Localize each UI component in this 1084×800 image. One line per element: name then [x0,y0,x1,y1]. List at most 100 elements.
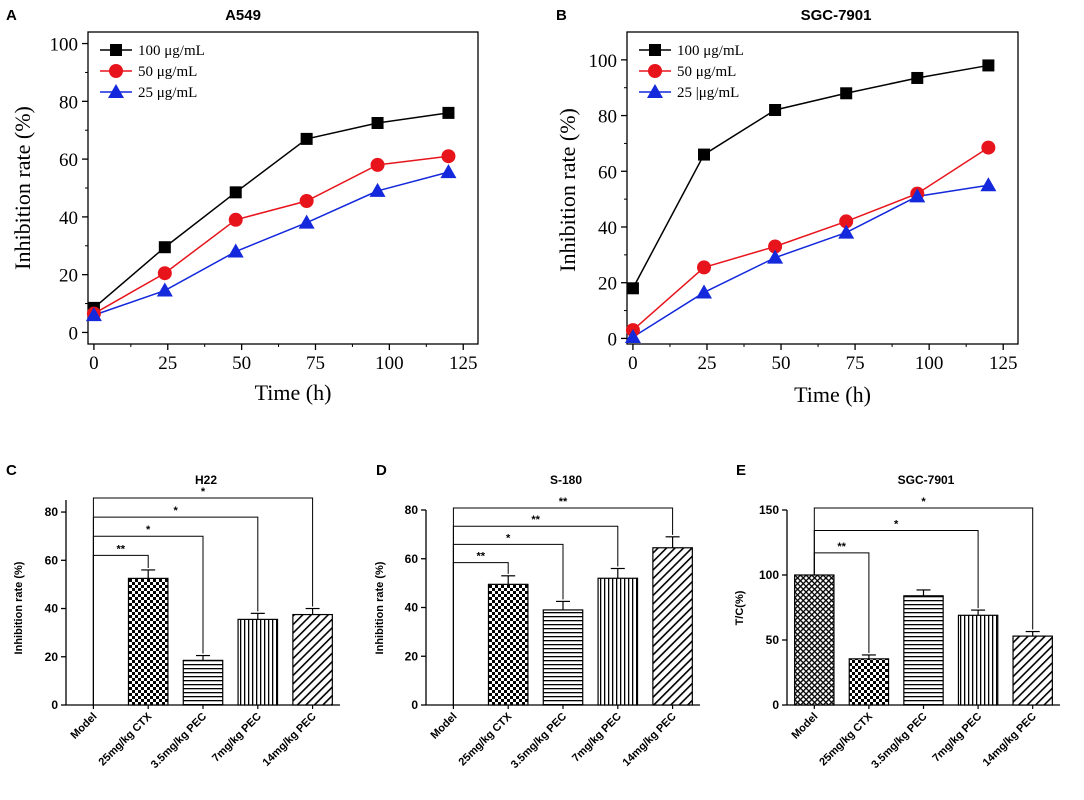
y-axis-label: Inhibition rate (%) [10,106,35,270]
significance-label-2: * [921,496,926,508]
chart-title: S-180 [550,473,582,487]
data-point-0-2 [769,104,782,116]
category-label-4: 14mg/kg PEC [261,711,319,769]
y-tick-label: 80 [45,505,59,519]
significance-bracket-3 [92,497,314,705]
y-tick-label: 0 [69,323,79,344]
category-label-4: 14mg/kg PEC [621,711,679,769]
data-point-1-1 [697,260,712,275]
significance-label-2: * [173,505,178,517]
chart-title: SGC-7901 [898,473,955,487]
x-axis-label: Time (h) [794,382,871,407]
y-tick-label: 60 [45,553,59,567]
legend-entry-1: 50 μg/mL [677,64,736,80]
bar-1 [848,658,890,706]
data-point-2-3 [838,224,855,239]
legend-entry-2: 25 |μg/mL [677,85,739,101]
y-tick-label: 0 [411,698,418,712]
category-label-1: 25mg/kg CTX [457,710,515,768]
bar-3 [597,577,639,706]
data-point-2-5 [980,177,997,192]
data-point-1-4 [370,157,385,172]
series-line-2 [632,184,989,338]
legend-entry-0: 100 μg/mL [677,43,744,59]
y-tick-label: 40 [598,218,617,239]
significance-label-1: * [894,518,899,530]
x-tick-label: 50 [232,353,251,374]
data-point-1-2 [228,212,243,227]
y-tick-label: 40 [405,601,419,615]
x-tick-label: 100 [375,353,404,374]
data-point-0-1 [158,241,171,254]
panel-label: D [376,462,387,479]
y-tick-label: 0 [51,698,58,712]
category-label-0: Model [429,711,460,742]
data-point-0-2 [229,186,242,199]
x-axis-label: Time (h) [255,380,332,405]
bar-3 [237,618,279,706]
y-tick-label: 20 [59,266,78,287]
bar-2 [903,595,944,706]
category-label-3: 7mg/kg PEC [570,711,624,765]
panel-label: B [556,7,567,24]
x-tick-label: 25 [697,353,716,374]
category-label-2: 3.5mg/kg PEC [869,711,929,771]
data-point-0-5 [442,106,455,119]
data-point-2-5 [440,164,457,179]
legend-marker-2 [647,84,663,98]
data-point-1-3 [839,214,854,229]
x-tick-label: 75 [846,353,865,374]
series-line-0 [632,64,989,289]
bar-0 [794,574,835,706]
significance-bracket-2 [813,507,1034,630]
y-tick-label: 60 [59,150,78,171]
y-axis-label: Inhibition rate (%) [555,108,580,272]
x-tick-label: 0 [89,353,99,374]
legend-entry-0: 100 μg/mL [138,43,205,59]
significance-label-0: ** [477,551,486,563]
category-label-1: 25mg/kg CTX [817,710,875,768]
significance-label-3: ** [559,496,568,508]
y-tick-label: 40 [59,208,78,229]
data-point-0-1 [698,148,711,161]
significance-bracket-3 [452,507,674,705]
series-line-2 [93,171,449,316]
y-tick-label: 80 [405,503,419,517]
panel-label: C [6,462,17,479]
bar-3 [957,614,999,706]
legend-entry-2: 25 μg/mL [138,85,197,101]
data-point-0-0 [626,282,639,295]
data-point-1-2 [768,239,783,254]
y-tick-label: 20 [45,650,59,664]
data-point-2-3 [298,214,315,229]
data-point-2-2 [767,249,784,264]
category-label-2: 3.5mg/kg PEC [149,711,209,771]
bar-4 [1012,635,1053,706]
data-point-0-5 [982,59,995,72]
legend-marker-0 [110,44,122,56]
y-tick-label: 20 [598,274,617,295]
data-point-2-0 [85,307,102,322]
data-point-1-5 [441,149,456,164]
data-point-0-3 [300,132,313,145]
bar-4 [292,613,333,706]
significance-label-2: ** [531,514,540,526]
panel-d-bar-chart: D S-180 0 20 40 60 80 Inhibition rate (%) Model2… [374,462,700,771]
chart-title: H22 [195,473,217,487]
legend-marker-1 [109,64,123,78]
data-point-2-2 [227,243,244,258]
y-axis-label: Inhibition rate (%) [374,561,386,654]
category-label-2: 3.5mg/kg PEC [509,711,569,771]
significance-label-1: * [506,532,511,544]
panel-c-bar-chart: C H22 0 20 40 60 80 Inhibition rate (%) Model25m… [6,462,340,771]
panel-label: A [6,7,17,24]
legend-entry-1: 50 μg/mL [138,64,197,80]
data-point-0-3 [840,87,853,100]
chart-title: A549 [225,7,261,24]
series-line-1 [93,155,449,315]
data-point-2-1 [696,284,713,299]
category-label-3: 7mg/kg PEC [930,711,984,765]
data-point-2-4 [909,188,926,203]
